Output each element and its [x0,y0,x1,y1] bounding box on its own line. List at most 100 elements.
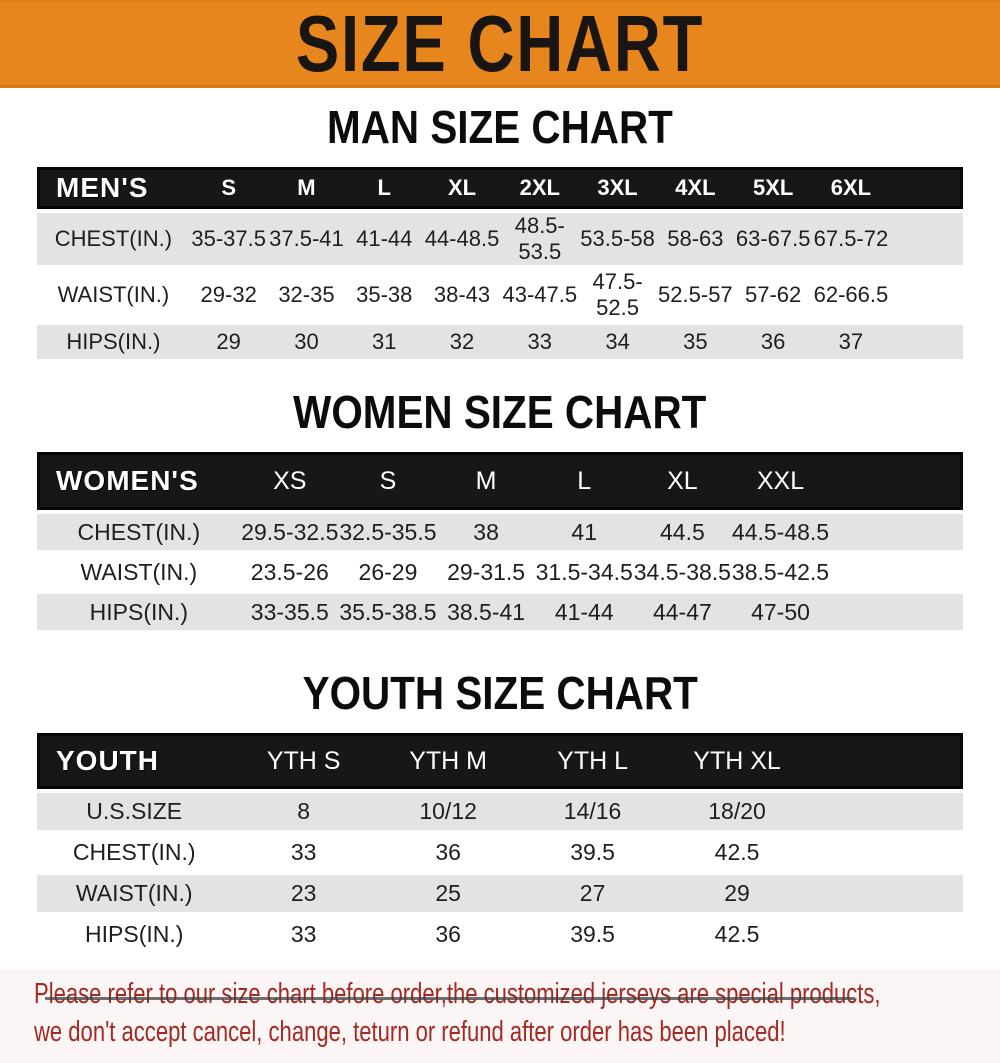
header-spacer [809,733,963,789]
size-value-cell: 44.5 [659,518,705,545]
size-value-cell: 38 [473,518,499,545]
size-column-header: S [338,452,438,510]
size-value-cell: 58-63 [667,226,724,251]
row-label: CHEST(IN.) [54,226,173,251]
men-waist-row: WAIST(IN.) 29-32 32-35 35-38 38-43 43-47… [37,269,963,321]
size-value-cell: 48.5-53.5 [514,213,565,264]
size-value-cell: 29 [216,329,241,354]
size-value-cell: 34 [605,329,630,354]
youth-hips-row: HIPS(IN.) 33 36 39.5 42.5 [37,916,963,953]
size-value-cell: 43-47.5 [502,282,578,307]
women-corner-label: WOMEN'S [37,452,241,510]
row-spacer [890,269,963,321]
size-value-cell: 44.5-48.5 [731,518,830,545]
banner-title: SIZE CHART [295,0,705,89]
size-value-cell: 67.5-72 [813,226,889,251]
size-value-cell: 35.5-38.5 [339,598,437,625]
women-chest-row: CHEST(IN.) 29.5-32.5 32.5-35.5 38 41 44.… [37,514,963,550]
size-value-cell: 52.5-57 [658,282,733,307]
size-value-cell: 36 [435,839,461,865]
row-spacer [809,916,963,953]
header-spacer [889,167,963,209]
size-value-cell: 36 [435,921,461,947]
size-value-cell: 37 [838,329,864,354]
size-value-cell: 33-35.5 [250,598,329,625]
row-label: WAIST(IN.) [80,558,198,585]
women-size-table: WOMEN'S XS S M L XL XXL CHEST(IN.) 29.5-… [37,448,963,634]
size-value-cell: 41 [571,518,598,545]
women-header-row: WOMEN'S XS S M L XL XXL [37,452,963,510]
row-spacer [809,875,963,912]
size-value-cell: 37.5-41 [269,226,344,251]
size-value-cell: 53.5-58 [580,226,655,251]
size-value-cell: 36 [760,329,786,354]
size-value-cell: 39.5 [570,839,615,865]
size-value-cell: 63-67.5 [735,226,811,251]
size-value-cell: 35-37.5 [191,226,266,251]
size-value-cell: 31.5-34.5 [535,558,633,585]
men-size-table: MEN'S S M L XL 2XL 3XL 4XL 5XL 6XL CHEST… [37,163,963,363]
youth-waist-row: WAIST(IN.) 23 25 27 29 [37,875,963,912]
size-column-header: YTH XL [664,733,810,789]
women-heading-text: WOMEN SIZE CHART [293,387,707,439]
size-value-cell: 57-62 [745,282,802,307]
row-label: HIPS(IN.) [66,329,161,354]
size-column-header: M [267,167,346,209]
bottom-edge-line [45,997,855,1000]
size-value-cell: 42.5 [714,921,760,947]
size-value-cell: 32-35 [278,282,335,307]
row-label: WAIST(IN.) [57,282,170,307]
size-column-header: M [437,452,536,510]
size-value-cell: 25 [435,880,461,906]
size-value-cell: 29-32 [200,282,257,307]
size-value-cell: 47.5-52.5 [592,269,643,320]
men-section-heading: MAN SIZE CHART [0,102,1000,154]
size-value-cell: 33 [290,839,317,865]
size-column-header: 6XL [812,167,890,209]
row-label: HIPS(IN.) [89,598,189,625]
men-corner-label: MEN'S [37,167,190,209]
size-value-cell: 29.5-32.5 [241,518,339,545]
size-value-cell: 32 [449,329,475,354]
row-label: U.S.SIZE [86,798,183,824]
youth-chest-row: CHEST(IN.) 33 36 39.5 42.5 [37,834,963,871]
size-column-header: 5XL [734,167,813,209]
size-value-cell: 23.5-26 [250,558,329,585]
size-value-cell: 8 [297,798,311,824]
size-value-cell: 38.5-42.5 [731,558,830,585]
size-value-cell: 35 [683,329,708,354]
size-column-header: L [535,452,634,510]
youth-heading-text: YOUTH SIZE CHART [302,668,698,720]
men-chest-row: CHEST(IN.) 35-37.5 37.5-41 41-44 44-48.5… [37,213,963,265]
row-spacer [830,594,963,630]
size-value-cell: 35-38 [356,282,413,307]
row-spacer [890,325,963,359]
size-column-header: XXL [731,452,830,510]
size-value-cell: 38-43 [433,282,491,307]
size-column-header: XS [240,452,339,510]
size-value-cell: 33 [527,329,553,354]
size-column-header: YTH S [231,733,376,789]
size-value-cell: 10/12 [419,798,477,824]
size-chart-banner: SIZE CHART [0,0,1000,88]
disclaimer-line-2: we don't accept cancel, change, teturn o… [34,1016,786,1048]
women-hips-row: HIPS(IN.) 33-35.5 35.5-38.5 38.5-41 41-4… [37,594,963,630]
size-value-cell: 30 [294,329,319,354]
size-value-cell: 42.5 [714,839,760,865]
size-value-cell: 29 [724,880,750,906]
size-value-cell: 29-31.5 [447,558,526,585]
youth-corner-label: YOUTH [37,733,232,789]
men-header-row: MEN'S S M L XL 2XL 3XL 4XL 5XL 6XL [37,167,963,209]
women-section-heading: WOMEN SIZE CHART [0,387,1000,439]
size-column-header: L [345,167,424,209]
size-value-cell: 47-50 [751,598,810,625]
size-value-cell: 39.5 [570,921,615,947]
size-value-cell: 41-44 [356,226,413,251]
size-value-cell: 27 [579,880,606,906]
size-column-header: XL [423,167,501,209]
size-value-cell: 41-44 [554,598,614,625]
size-value-cell: 44-47 [652,598,712,625]
disclaimer-note: Please refer to our size chart before or… [0,969,1000,1063]
size-value-cell: 18/20 [708,798,766,824]
size-value-cell: 23 [290,880,317,906]
